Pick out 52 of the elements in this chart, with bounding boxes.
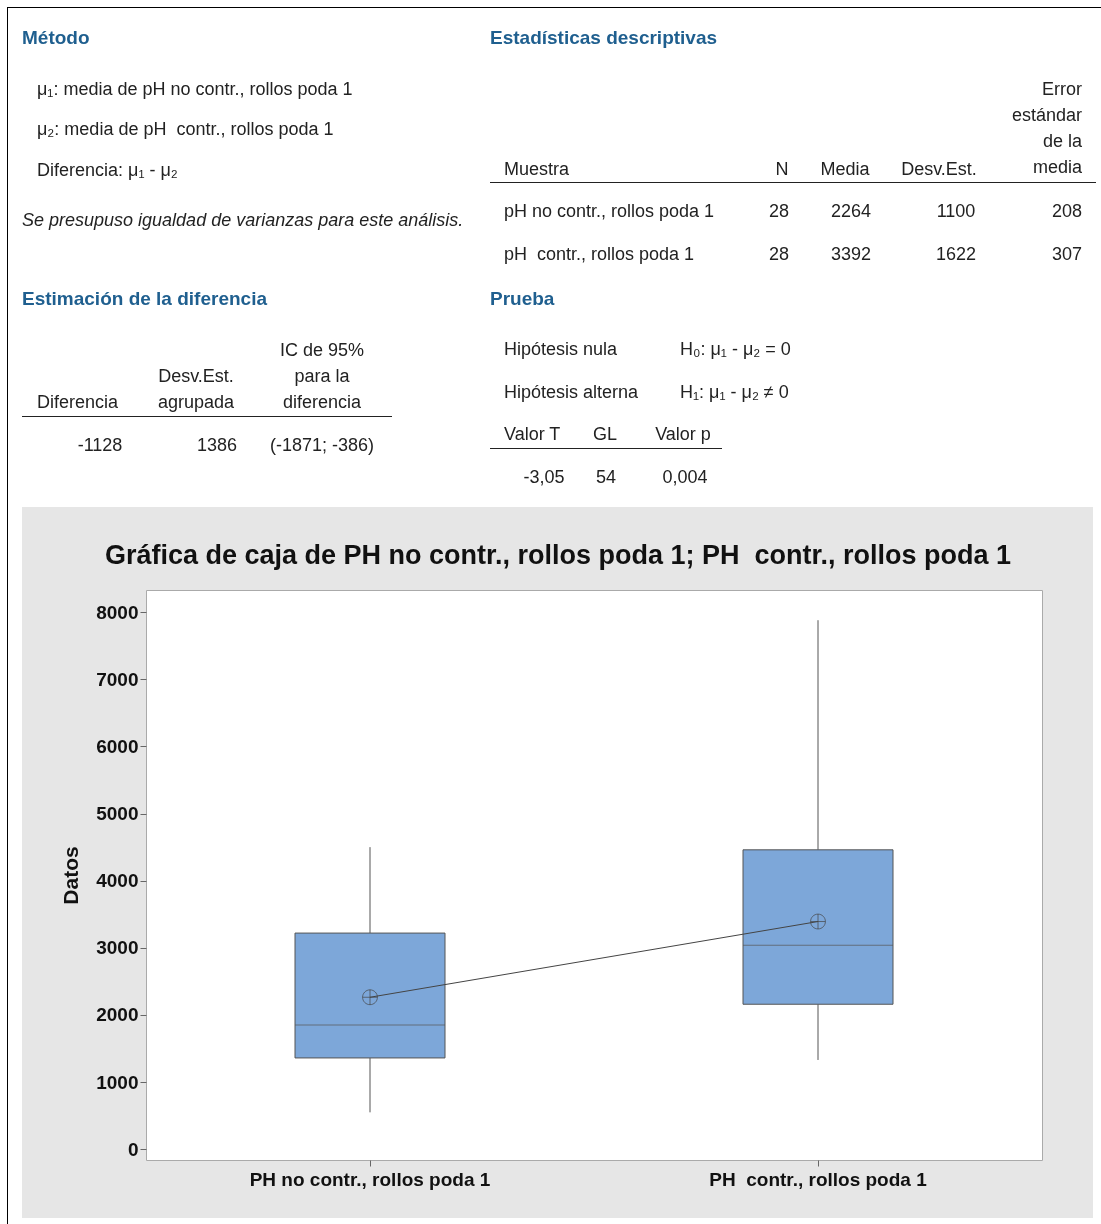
- y-axis-title: Datos: [59, 846, 83, 905]
- text: -1128: [76, 434, 124, 457]
- text: -3,05: [522, 466, 566, 489]
- y-tick-label: 6000: [96, 735, 139, 757]
- text: H₀: μ₁ - μ₂ = 0: [680, 338, 792, 361]
- text: 28: [768, 200, 790, 223]
- x-tick-label: PH no contr., rollos poda 1: [249, 1168, 491, 1190]
- text: Método: [22, 26, 91, 50]
- chart-title: Gráfica de caja de PH no contr., rollos poda 1; PH contr., rollos poda 1: [104, 540, 1012, 570]
- text: Muestra: [504, 158, 571, 181]
- text: Diferencia: μ₁ - μ₂: [37, 159, 179, 182]
- text: 208: [1050, 200, 1082, 223]
- y-tick-label: 0: [127, 1138, 139, 1160]
- text: GL: [592, 423, 618, 446]
- text: Valor T: [504, 423, 562, 446]
- text: 28: [768, 243, 790, 266]
- text: Desv.Est.: [900, 158, 978, 181]
- y-tick-label: 1000: [96, 1071, 139, 1093]
- text: Diferencia: [37, 391, 120, 414]
- y-tick-label: 2000: [96, 1004, 139, 1026]
- text: Desv.Est. agrupada: [156, 365, 236, 414]
- text: Estimación de la diferencia: [22, 287, 268, 311]
- text: Media: [819, 158, 871, 181]
- text: N: [774, 158, 790, 181]
- text: Hipótesis alterna: [504, 381, 640, 404]
- text: μ₁: media de pH no contr., rollos poda 1: [37, 78, 354, 101]
- text: IC de 95% para la diferencia: [278, 339, 366, 414]
- text: 1386: [195, 434, 237, 457]
- text: Prueba: [490, 287, 556, 311]
- text: pH no contr., rollos poda 1: [504, 200, 716, 223]
- y-tick-label: 3000: [96, 937, 139, 959]
- text: 3392: [829, 243, 872, 266]
- text: 54: [595, 466, 617, 489]
- x-tick-label: PH contr., rollos poda 1: [709, 1168, 928, 1190]
- text: 0,004: [661, 466, 709, 489]
- text: Error estándar de la media: [1010, 78, 1082, 179]
- text: H₁: μ₁ - μ₂ ≠ 0: [680, 381, 790, 404]
- text: (-1871; -386): [268, 434, 376, 457]
- y-tick-label: 7000: [96, 668, 139, 690]
- text: Valor p: [654, 423, 712, 446]
- text: Se presupuso igualdad de varianzas para este análisis.: [22, 209, 465, 232]
- text: pH contr., rollos poda 1: [504, 243, 696, 266]
- text: μ₂: media de pH contr., rollos poda 1: [37, 118, 335, 141]
- y-tick-label: 4000: [96, 870, 139, 892]
- text: 1100: [935, 200, 977, 223]
- y-tick-label: 5000: [96, 803, 139, 825]
- text: Estadísticas descriptivas: [490, 26, 719, 50]
- text: 2264: [829, 200, 872, 223]
- text: 307: [1050, 243, 1082, 266]
- y-tick-label: 8000: [96, 601, 139, 623]
- text: 1622: [934, 243, 977, 266]
- text: Hipótesis nula: [504, 338, 619, 361]
